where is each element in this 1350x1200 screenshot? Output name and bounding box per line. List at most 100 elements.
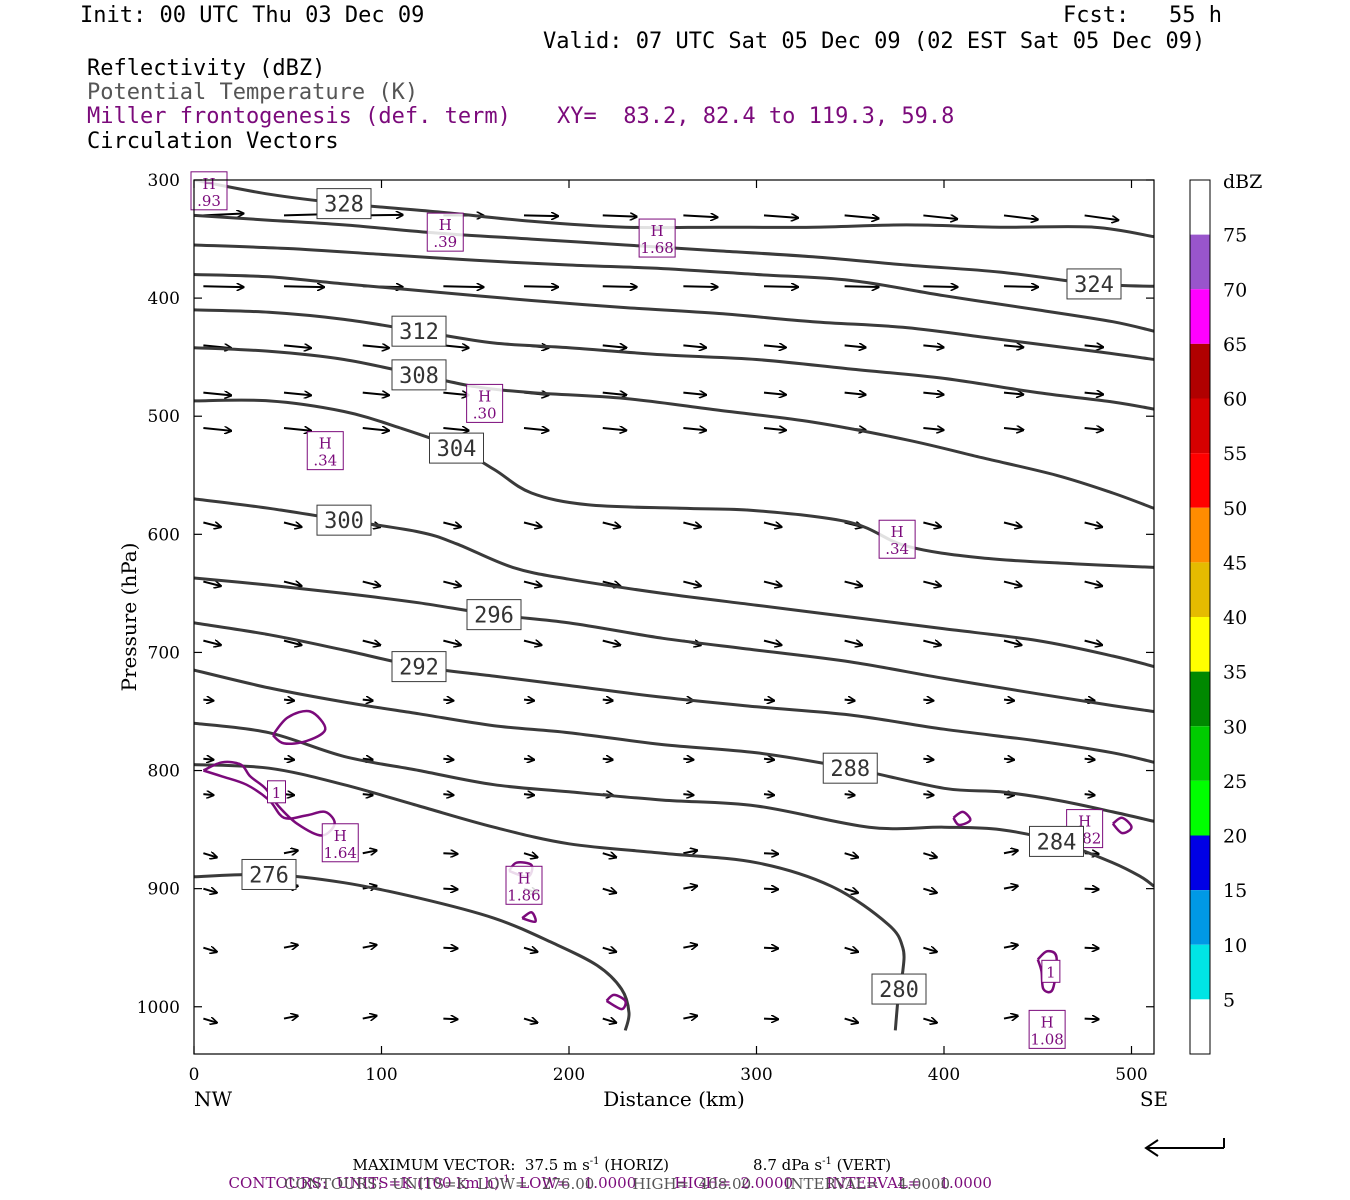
circulation-vector [203,759,213,760]
circulation-vector [602,700,613,701]
circulation-vector [763,523,781,527]
circulation-vector [362,1016,377,1019]
circulation-vector [523,948,537,952]
circulation-vector [443,393,468,396]
circulation-vector [443,641,460,645]
xy-coordinates: XY= 83.2, 82.4 to 119.3, 59.8 [557,104,955,129]
frontogenesis-contour-label-box [1041,959,1061,983]
circulation-vector [683,945,697,948]
theta-contour-304 [194,398,1154,569]
max-vector-sup: -1 [589,1156,600,1167]
circulation-vector [683,582,700,586]
frontogenesis-contour-label: 1 [272,784,282,802]
frontogenesis-high-value: .93 [197,192,221,210]
circulation-vector [443,1019,457,1020]
x-tick-label: 500 [1115,1065,1147,1085]
circulation-vector [203,948,216,952]
contour-label: 300 [324,509,364,534]
max-vector-horiz-label: (HORIZ) [599,1156,670,1174]
circulation-vector [683,428,706,430]
frontogenesis-high-letter: H [319,435,332,453]
circulation-vector [362,393,389,396]
circulation-vector [1084,641,1102,645]
circulation-vector [1003,523,1021,527]
circulation-vector [443,523,460,527]
circulation-vector [523,641,541,645]
reference-vector-arrow [1144,1138,1225,1157]
circulation-vector [602,523,620,527]
circulation-vector [844,794,855,795]
colorbar-level-label: 25 [1223,771,1247,793]
contours-fronto-text: CONTOURS: UNITS=K (100 km h)-1 LOW= 1.00… [219,1156,992,1192]
field-vectors: Circulation Vectors [87,129,339,154]
circulation-vector [683,886,697,889]
circulation-vector [523,1019,537,1023]
circulation-vector [683,393,706,395]
contour-label: 324 [1074,273,1114,298]
circulation-vector [923,393,943,395]
circulation-vector [362,345,389,348]
contour-label: 292 [399,656,439,681]
circulation-vector [203,523,220,527]
circulation-vector [844,641,862,645]
circulation-vector [443,428,468,431]
contour-label: 284 [1037,830,1077,855]
circulation-vector [443,286,483,287]
circulation-vector [923,345,943,347]
circulation-vector [203,853,216,857]
frontogenesis-contour [521,911,537,924]
circulation-vector [1084,393,1103,395]
circulation-vector [1003,428,1023,430]
circulation-vector [283,700,294,701]
circulation-vector [443,582,460,586]
colorbar-segment [1190,453,1210,508]
circulation-vector [683,1016,697,1019]
circulation-vector [602,428,627,430]
frontogenesis-high-box [321,823,359,863]
circulation-vector [1003,214,1038,219]
circulation-vector [523,794,534,795]
theta-contour-280 [194,763,906,1031]
circulation-vector [683,523,700,527]
circulation-vector [602,345,627,347]
circulation-vector [362,582,380,586]
circulation-vector [283,641,301,645]
y-axis-title: Pressure (hPa) [117,543,141,692]
circulation-vector [443,759,453,760]
frontogenesis-high-box [638,218,676,258]
circulation-vector [683,759,693,760]
colorbar-level-label: 65 [1223,334,1247,356]
circulation-vector [1084,948,1099,949]
circulation-vector [443,345,468,348]
circulation-vector [523,215,558,216]
circulation-vector [844,582,862,586]
circulation-vector [1003,582,1021,586]
circulation-vector [923,523,940,527]
circulation-vector [923,889,936,893]
circulation-vector [203,428,231,431]
circulation-vector [1003,345,1023,347]
circulation-vector [203,889,216,893]
contour-label-box [822,752,878,784]
plot-frame [193,179,1155,1055]
circulation-vector [763,345,786,347]
circulation-vector [844,853,858,857]
circulation-vector [923,853,936,857]
colorbar-segment [1190,999,1210,1054]
frontogenesis-contour [952,810,972,827]
circulation-vector [1084,428,1103,430]
max-vector-sup-2: -1 [822,1156,832,1167]
frontogenesis-high-letter: H [1041,1013,1054,1031]
colorbar-level-label: 40 [1223,607,1247,629]
circulation-vector [1003,393,1023,395]
contour-label-box [241,858,297,890]
y-tick-label: 300 [148,171,180,191]
circulation-vector [602,1019,616,1023]
circulation-vector [523,523,541,527]
frontogenesis-high-box [505,865,543,905]
circulation-vector [362,794,373,795]
frontogenesis-high-value: 1.86 [507,886,540,904]
frontogenesis-high-letter: H [202,175,215,193]
circulation-vector [844,286,879,287]
circulation-vector [283,1016,298,1019]
